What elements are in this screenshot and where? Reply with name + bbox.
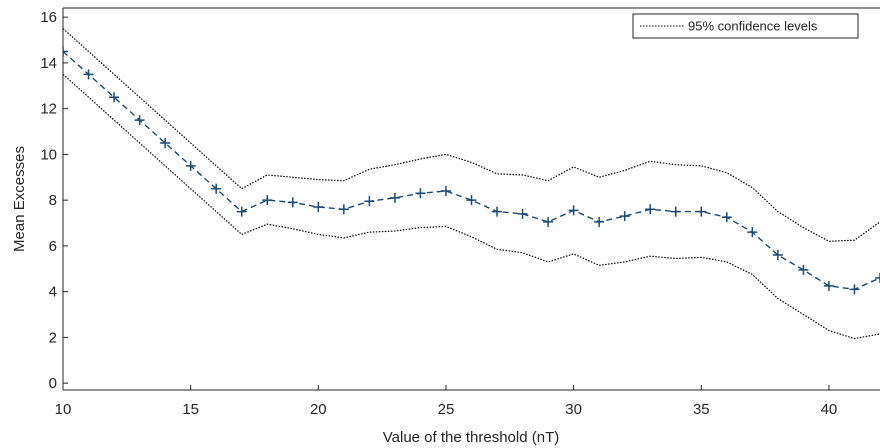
x-tick-label: 30 (565, 401, 582, 418)
marker (466, 195, 477, 206)
legend-label: 95% confidence levels (688, 18, 818, 33)
marker (568, 205, 579, 216)
marker (338, 204, 349, 215)
x-tick-label: 15 (182, 401, 199, 418)
marker (594, 216, 605, 227)
x-tick-label: 10 (55, 401, 72, 418)
marker (849, 284, 860, 295)
y-tick-label: 16 (40, 9, 57, 26)
x-tick-label: 35 (693, 401, 710, 418)
marker (798, 264, 809, 275)
marker (543, 216, 554, 227)
marker (721, 212, 732, 223)
marker (389, 192, 400, 203)
marker (262, 195, 273, 206)
y-tick-label: 6 (49, 238, 57, 255)
x-tick-label: 25 (438, 401, 455, 418)
marker (134, 115, 145, 126)
marker (645, 204, 656, 215)
plot-area (63, 28, 880, 340)
marker (415, 188, 426, 199)
y-tick-label: 2 (49, 329, 57, 346)
y-axis-label: Mean Excesses (11, 146, 28, 252)
marker (236, 206, 247, 217)
marker (63, 46, 68, 57)
marker (517, 208, 528, 219)
marker (83, 69, 94, 80)
marker (696, 206, 707, 217)
marker (364, 196, 375, 207)
axes: 0 2 4 6 8 10 12 14 16 10 15 20 25 30 35 40 (40, 7, 880, 418)
marker (313, 202, 324, 213)
marker (185, 160, 196, 171)
marker (440, 185, 451, 196)
x-tick-label: 40 (821, 401, 838, 418)
marker (875, 272, 880, 283)
marker (109, 92, 120, 103)
legend: 95% confidence levels (632, 13, 859, 39)
marker (287, 197, 298, 208)
y-tick-label: 10 (40, 146, 57, 163)
y-tick-label: 8 (49, 192, 57, 209)
confidence-lower (63, 73, 880, 340)
marker (670, 206, 681, 217)
x-tick-label: 20 (310, 401, 327, 418)
mean-excess-line (63, 50, 880, 291)
x-axis-label: Value of the threshold (nT) (383, 429, 559, 446)
y-tick-label: 4 (49, 284, 57, 301)
marker (823, 280, 834, 291)
marker (619, 211, 630, 222)
marker (747, 227, 758, 238)
marker (160, 137, 171, 148)
y-tick-label: 0 (49, 375, 57, 392)
y-tick-label: 14 (40, 55, 57, 72)
marker (772, 250, 783, 261)
y-tick-label: 12 (40, 101, 57, 118)
marker (211, 183, 222, 194)
marker (492, 206, 503, 217)
confidence-upper (63, 28, 880, 242)
